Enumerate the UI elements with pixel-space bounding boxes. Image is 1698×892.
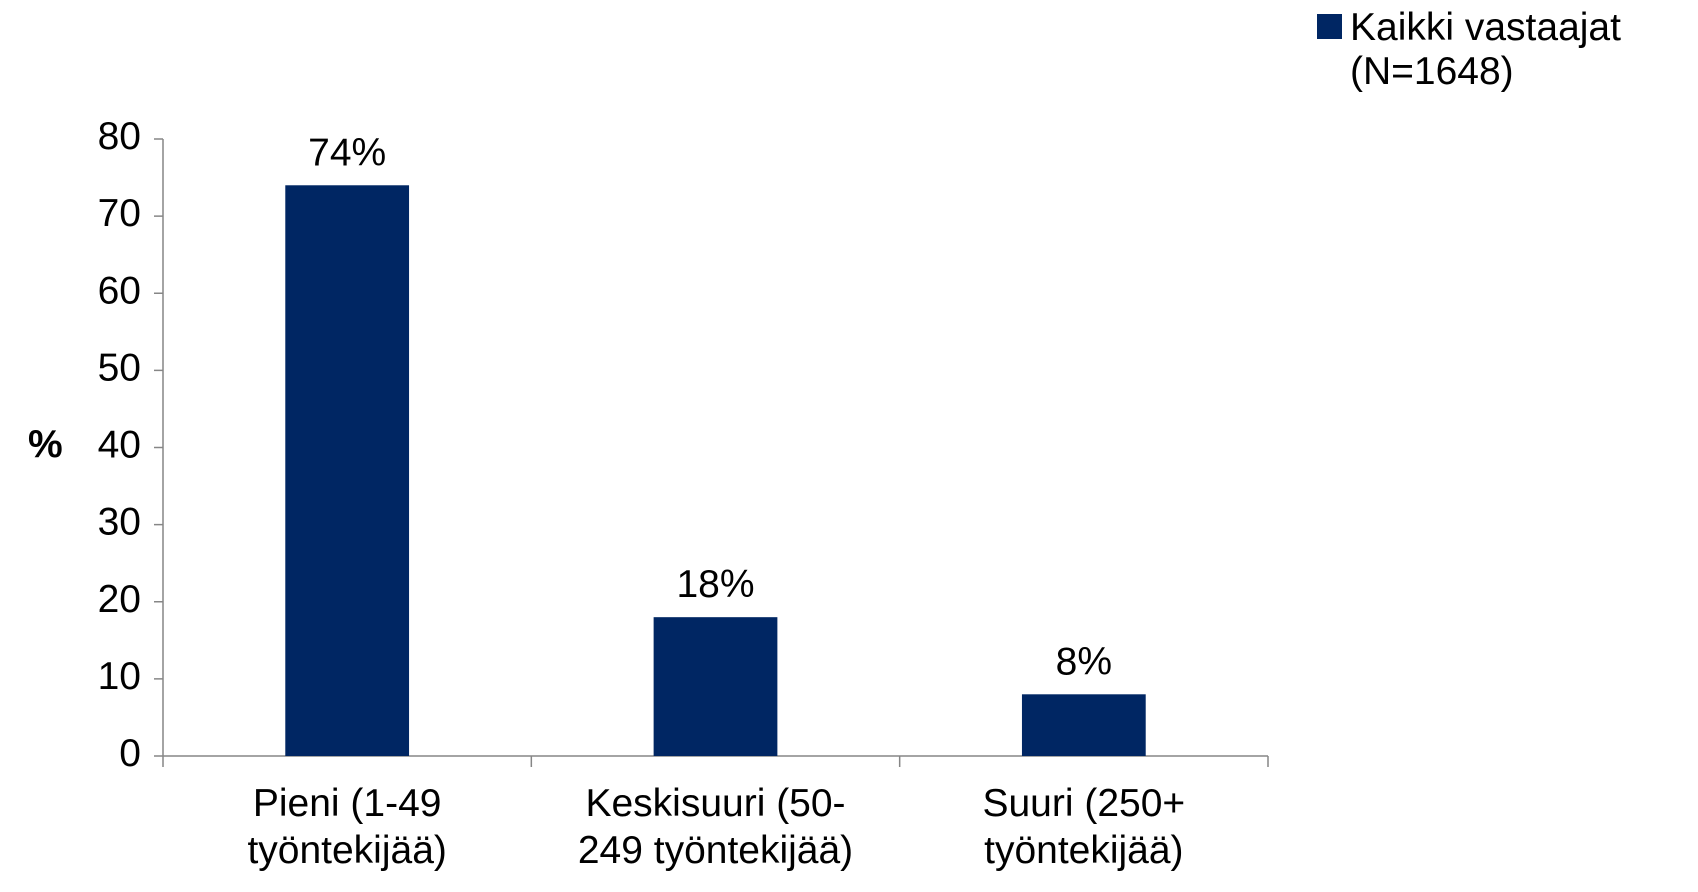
y-tick-label: 40 — [98, 424, 141, 467]
y-tick-label: 30 — [98, 501, 141, 544]
value-label: 8% — [1056, 640, 1112, 683]
y-tick-label: 80 — [98, 115, 141, 158]
bar — [653, 617, 778, 756]
value-label: 74% — [308, 131, 386, 174]
y-tick-label: 50 — [98, 347, 141, 390]
y-tick-label: 20 — [98, 578, 141, 621]
bar — [1021, 694, 1146, 756]
y-tick-label: 0 — [119, 732, 141, 775]
x-tick-label: Keskisuuri (50-249 työntekijää) — [578, 782, 853, 872]
y-tick-label: 60 — [98, 270, 141, 313]
legend-label: Kaikki vastaajat (N=1648) — [1350, 6, 1621, 93]
x-tick-label: Suuri (250+ työntekijää) — [982, 782, 1185, 872]
y-tick-label: 70 — [98, 192, 141, 235]
legend-swatch — [1317, 14, 1342, 39]
x-tick-label: Pieni (1-49 työntekijää) — [247, 782, 446, 872]
bar — [285, 185, 410, 756]
y-axis-label: % — [28, 423, 63, 466]
y-tick-label: 10 — [98, 655, 141, 698]
value-label: 18% — [676, 563, 754, 606]
